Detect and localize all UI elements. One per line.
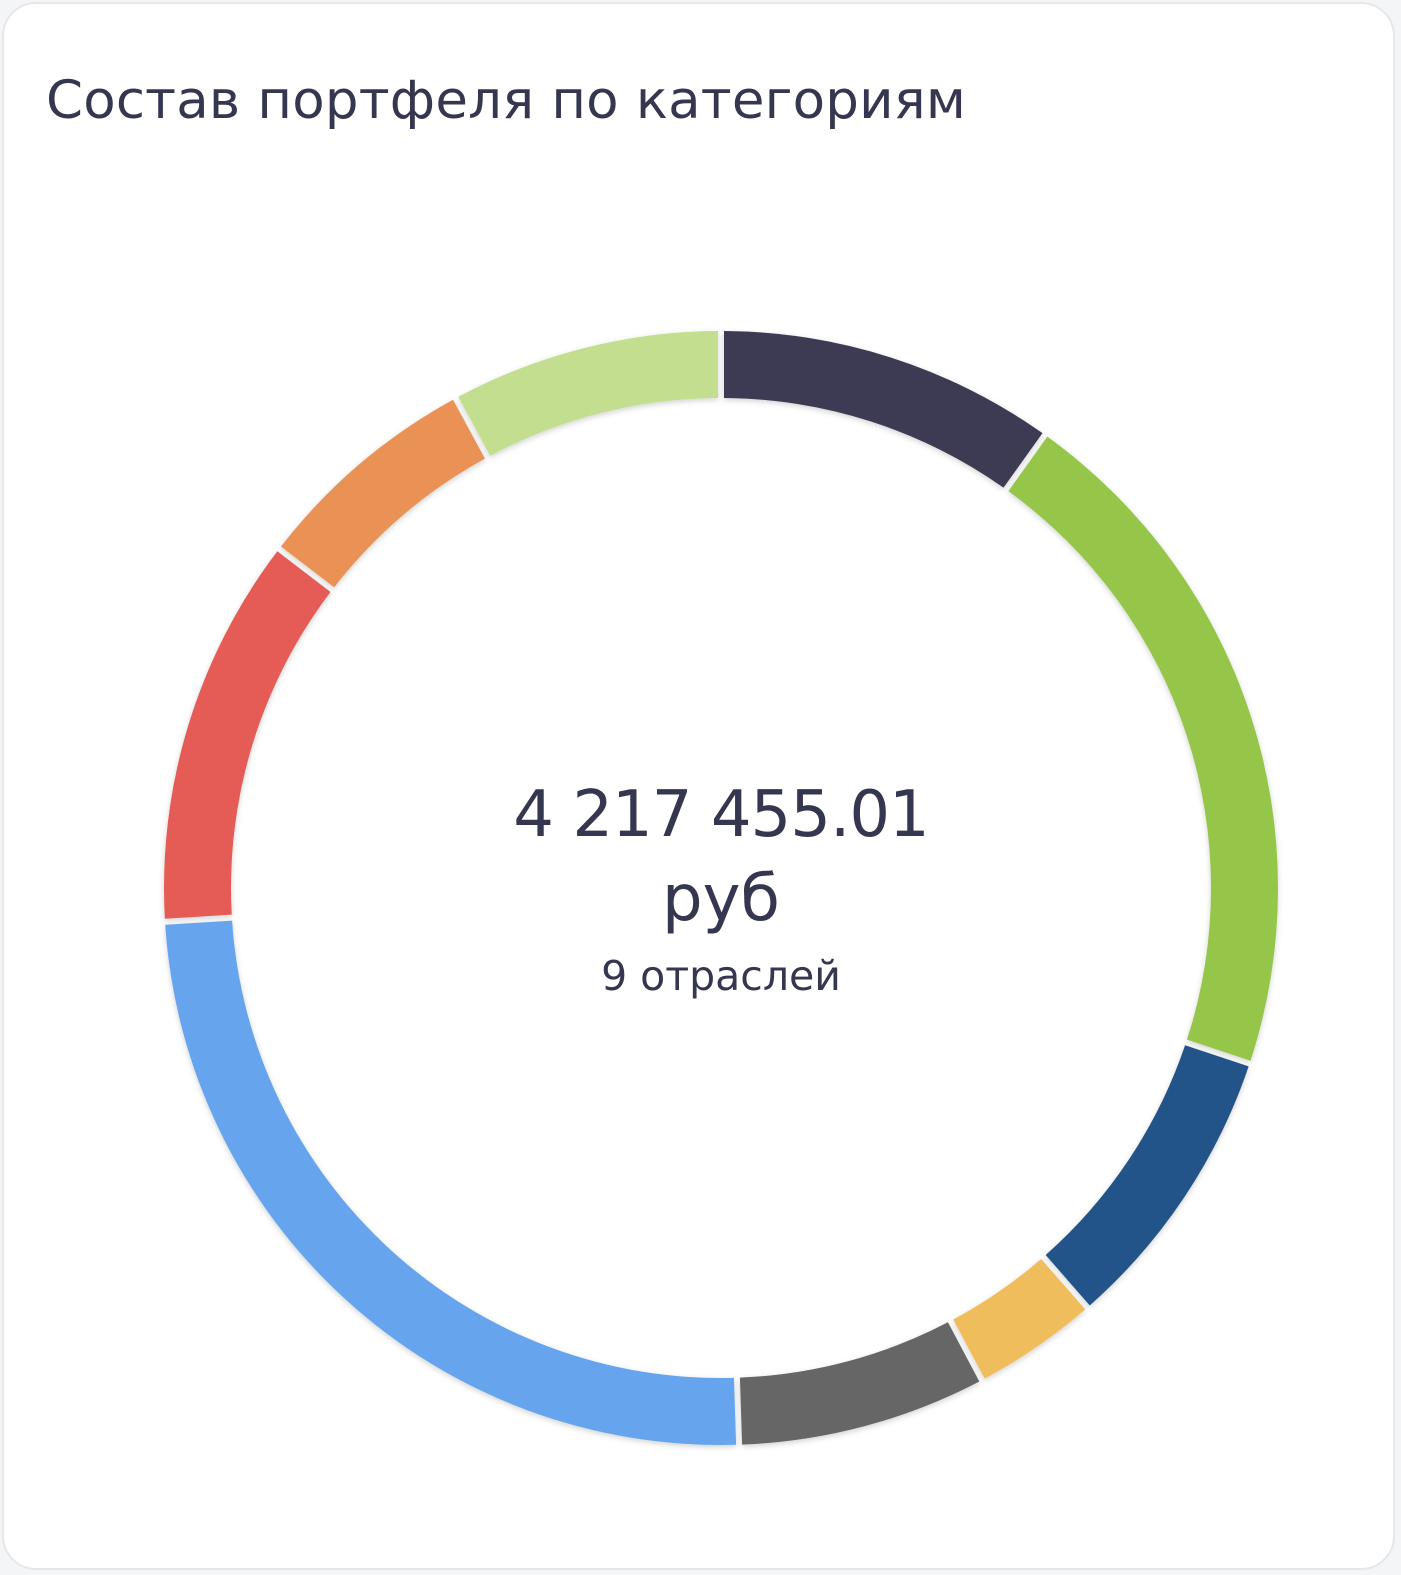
donut-slice-5[interactable] [739,1322,980,1445]
card-title: Состав портфеля по категориям [46,70,967,131]
donut-slice-6[interactable] [165,920,737,1446]
donut-slice-4[interactable] [953,1258,1086,1379]
donut-slice-2[interactable] [1008,436,1279,1061]
donut-slice-7[interactable] [164,551,331,919]
industries-count: 9 отраслей [601,952,841,1000]
donut-slice-3[interactable] [1045,1045,1249,1306]
donut-slice-1[interactable] [724,331,1043,488]
portfolio-currency: руб [662,862,780,936]
portfolio-total-amount: 4 217 455.01 [513,778,930,852]
donut-slice-9[interactable] [458,331,718,456]
donut-slice-8[interactable] [280,399,485,588]
